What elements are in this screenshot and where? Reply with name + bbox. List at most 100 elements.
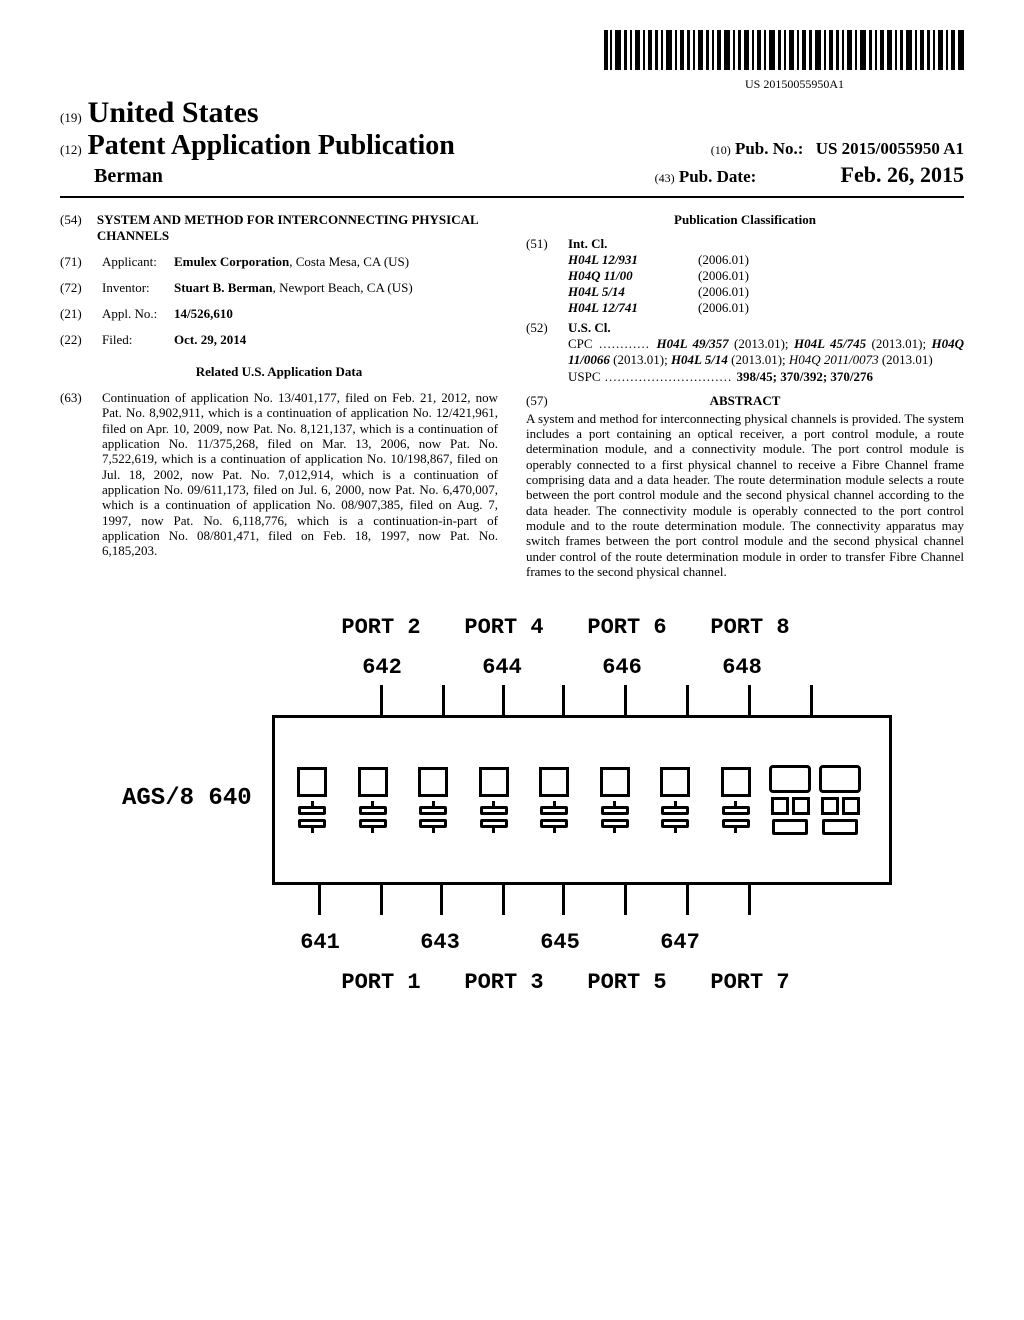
header-author-line: Berman (43) Pub. Date: Feb. 26, 2015 <box>60 162 964 188</box>
related-data-heading: Related U.S. Application Data <box>60 364 498 380</box>
cpc-part: H04L 5/14 <box>671 352 728 367</box>
field-63-continuation: (63) Continuation of application No. 13/… <box>60 390 498 559</box>
intcl-label: Int. Cl. <box>568 236 607 252</box>
ref-num: 641 <box>290 930 350 955</box>
country-name: United States <box>88 96 259 130</box>
lead-line <box>624 685 627 715</box>
applicant-value: Emulex Corporation, Costa Mesa, CA (US) <box>174 254 498 270</box>
pubdate-value: Feb. 26, 2015 <box>841 162 964 187</box>
ref-num: 644 <box>472 655 532 680</box>
cpc-block: CPC ............ H04L 49/357 (2013.01); … <box>568 336 964 369</box>
header-country-line: (19) United States <box>60 96 964 130</box>
lead-line <box>502 685 505 715</box>
figure-diagram: PORT 2 PORT 4 PORT 6 PORT 8 642 644 646 … <box>122 615 902 995</box>
cpc-part: H04L 49/357 <box>656 336 728 351</box>
field-51-intcl: (51) Int. Cl. <box>526 236 964 252</box>
port-icon <box>406 767 460 833</box>
lead-line <box>624 885 627 915</box>
label-51: (51) <box>526 236 568 252</box>
applicant-name: Emulex Corporation <box>174 254 289 269</box>
filed-label: Filed: <box>102 332 174 348</box>
cpc-part: (2013.01); <box>866 336 931 351</box>
lead-line <box>502 885 505 915</box>
field-21-appl: (21) Appl. No.: 14/526,610 <box>60 306 498 322</box>
inventor-value: Stuart B. Berman, Newport Beach, CA (US) <box>174 280 498 296</box>
port-icon <box>648 767 702 833</box>
bibliographic-columns: (54) SYSTEM AND METHOD FOR INTERCONNECTI… <box>60 212 964 579</box>
related-body: Continuation of application No. 13/401,1… <box>102 390 498 559</box>
port-icon <box>467 767 521 833</box>
port-icon <box>588 767 642 833</box>
cpc-label: CPC <box>568 336 593 351</box>
port-icon <box>285 767 339 833</box>
ref-num: 646 <box>592 655 652 680</box>
cpc-part: H04L 45/745 <box>794 336 866 351</box>
publication-type: Patent Application Publication <box>88 130 455 162</box>
ref-num: 648 <box>712 655 772 680</box>
invention-title: SYSTEM AND METHOD FOR INTERCONNECTING PH… <box>97 212 498 244</box>
cpc-part: (2013.01); <box>610 352 671 367</box>
intcl-list: H04L 12/931(2006.01)H04Q 11/00(2006.01)H… <box>526 252 964 316</box>
label-52: (52) <box>526 320 568 336</box>
port-label: PORT 1 <box>327 970 435 995</box>
cpc-part: (2013.01); <box>728 352 789 367</box>
uspc-label: USPC <box>568 369 601 384</box>
barcode-icon <box>604 30 964 70</box>
ref-num: 642 <box>352 655 412 680</box>
label-12: (12) <box>60 142 82 158</box>
field-22-filed: (22) Filed: Oct. 29, 2014 <box>60 332 498 348</box>
lead-line <box>748 885 751 915</box>
intcl-entry: H04L 5/14(2006.01) <box>526 284 964 300</box>
connector-icon <box>769 765 879 835</box>
applicant-rest: , Costa Mesa, CA (US) <box>289 254 409 269</box>
uspc-value: 398/45; 370/392; 370/276 <box>737 369 874 384</box>
port-label: PORT 6 <box>573 615 681 640</box>
field-57-abstract: (57) ABSTRACT <box>526 393 964 409</box>
lead-line <box>686 685 689 715</box>
cpc-dots: ............ <box>593 336 657 351</box>
port-icon <box>346 767 400 833</box>
right-column: Publication Classification (51) Int. Cl.… <box>526 212 964 579</box>
uspc-dots: .............................. <box>601 369 737 384</box>
intcl-code: H04L 5/14 <box>568 284 698 300</box>
lead-line <box>562 885 565 915</box>
intcl-code: H04Q 11/00 <box>568 268 698 284</box>
lead-line <box>442 685 445 715</box>
lead-line <box>440 885 443 915</box>
intcl-year: (2006.01) <box>698 252 749 268</box>
left-column: (54) SYSTEM AND METHOD FOR INTERCONNECTI… <box>60 212 498 579</box>
label-63: (63) <box>60 390 102 559</box>
field-52-uscl: (52) U.S. Cl. <box>526 320 964 336</box>
lead-line <box>562 685 565 715</box>
port-icon <box>709 767 763 833</box>
abstract-label: ABSTRACT <box>568 393 922 409</box>
fig-top-port-labels: PORT 2 PORT 4 PORT 6 PORT 8 <box>327 615 804 640</box>
fig-top-ref-nums: 642 644 646 648 <box>352 655 772 680</box>
intcl-entry: H04L 12/931(2006.01) <box>526 252 964 268</box>
header-pub-line: (12) Patent Application Publication (10)… <box>60 130 964 162</box>
cpc-part: H04Q 2011/0073 <box>789 352 879 367</box>
port-label: PORT 3 <box>450 970 558 995</box>
intcl-code: H04L 12/741 <box>568 300 698 316</box>
label-22: (22) <box>60 332 102 348</box>
intcl-entry: H04Q 11/00(2006.01) <box>526 268 964 284</box>
appl-value: 14/526,610 <box>174 306 233 322</box>
pub-classification-heading: Publication Classification <box>526 212 964 228</box>
abstract-body: A system and method for interconnecting … <box>526 411 964 580</box>
applicant-label: Applicant: <box>102 254 174 270</box>
intcl-code: H04L 12/931 <box>568 252 698 268</box>
label-21: (21) <box>60 306 102 322</box>
cpc-part: (2013.01) <box>879 352 933 367</box>
port-label: PORT 8 <box>696 615 804 640</box>
cpc-part: (2013.01); <box>729 336 794 351</box>
device-box <box>272 715 892 885</box>
fig-bot-ref-nums: 641 643 645 647 <box>290 930 710 955</box>
inventor-rest: , Newport Beach, CA (US) <box>273 280 413 295</box>
label-71: (71) <box>60 254 102 270</box>
port-label: PORT 4 <box>450 615 558 640</box>
port-label: PORT 7 <box>696 970 804 995</box>
barcode-number: US 20150055950A1 <box>60 77 844 92</box>
field-72-inventor: (72) Inventor: Stuart B. Berman, Newport… <box>60 280 498 296</box>
inventor-name: Stuart B. Berman <box>174 280 273 295</box>
inventor-label: Inventor: <box>102 280 174 296</box>
